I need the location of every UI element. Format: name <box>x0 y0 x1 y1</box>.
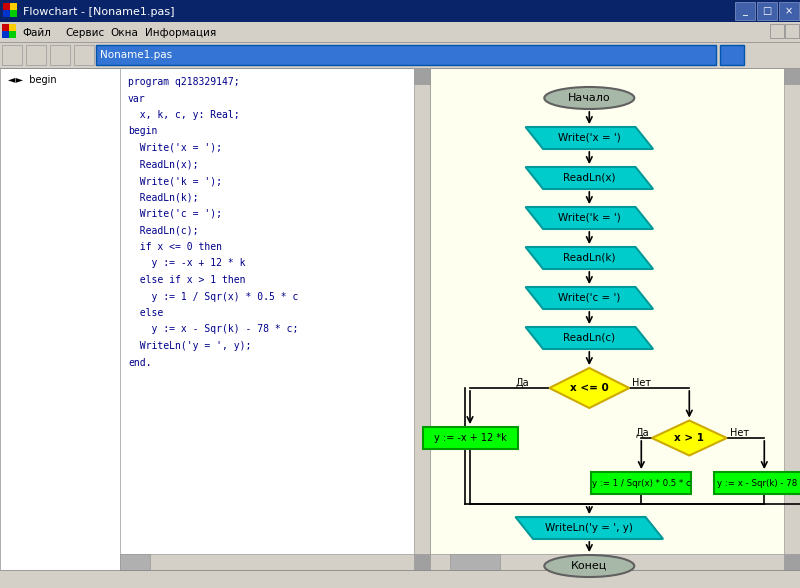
Bar <box>720 45 744 65</box>
Text: if x <= 0 then: if x <= 0 then <box>128 242 222 252</box>
Bar <box>770 24 784 38</box>
Text: Нет: Нет <box>632 378 651 388</box>
Bar <box>2 45 22 65</box>
Text: x, k, c, y: Real;: x, k, c, y: Real; <box>128 110 240 120</box>
Bar <box>784 68 800 84</box>
Polygon shape <box>526 167 653 189</box>
Text: y := x - Sqr(k) - 78 * c: y := x - Sqr(k) - 78 * c <box>717 479 800 487</box>
Text: Конец: Конец <box>571 561 607 571</box>
Text: begin: begin <box>128 126 158 136</box>
Bar <box>784 554 800 570</box>
Polygon shape <box>526 127 653 149</box>
Bar <box>785 24 799 38</box>
Bar <box>779 2 799 20</box>
Text: Нет: Нет <box>730 428 749 438</box>
Text: Write('c = '): Write('c = ') <box>558 293 621 303</box>
Bar <box>96 45 716 65</box>
Text: ReadLn(c): ReadLn(c) <box>563 333 615 343</box>
Text: var: var <box>128 93 146 103</box>
Polygon shape <box>550 368 630 408</box>
Text: ReadLn(x);: ReadLn(x); <box>128 159 198 169</box>
Bar <box>0 42 800 68</box>
Bar <box>414 554 430 570</box>
Bar <box>50 45 70 65</box>
Bar <box>414 68 430 84</box>
Text: Файл: Файл <box>22 28 51 38</box>
Text: □: □ <box>762 6 772 16</box>
Bar <box>0 570 800 588</box>
Text: Окна: Окна <box>110 28 138 38</box>
Bar <box>10 3 17 10</box>
Text: Noname1.pas: Noname1.pas <box>100 50 172 60</box>
Polygon shape <box>526 207 653 229</box>
Bar <box>2 31 9 38</box>
Bar <box>0 0 800 22</box>
Bar <box>2 24 9 31</box>
Text: else: else <box>128 308 163 318</box>
Bar <box>735 2 755 20</box>
Text: Да: Да <box>516 378 530 388</box>
Bar <box>3 3 10 10</box>
Text: ReadLn(k): ReadLn(k) <box>563 253 615 263</box>
Text: Write('k = '): Write('k = ') <box>558 213 621 223</box>
Polygon shape <box>526 327 653 349</box>
Text: y := -x + 12 * k: y := -x + 12 * k <box>128 259 246 269</box>
Text: WriteLn('y = ', y): WriteLn('y = ', y) <box>546 523 634 533</box>
Bar <box>714 472 800 494</box>
Text: Да: Да <box>635 428 649 438</box>
Polygon shape <box>515 517 663 539</box>
Text: ReadLn(k);: ReadLn(k); <box>128 192 198 202</box>
Ellipse shape <box>544 87 634 109</box>
Text: x <= 0: x <= 0 <box>570 383 609 393</box>
Text: ReadLn(x): ReadLn(x) <box>563 173 615 183</box>
Bar <box>430 68 800 570</box>
Bar <box>120 68 430 570</box>
Bar <box>430 554 784 570</box>
Text: _: _ <box>742 6 747 16</box>
Text: Flowchart - [Noname1.pas]: Flowchart - [Noname1.pas] <box>23 7 174 17</box>
Polygon shape <box>526 247 653 269</box>
Bar <box>9 31 16 38</box>
Text: Информация: Информация <box>145 28 216 38</box>
Bar <box>591 472 691 494</box>
Text: ReadLn(c);: ReadLn(c); <box>128 226 198 236</box>
Bar <box>0 68 120 570</box>
Bar <box>120 554 150 570</box>
Text: Сервис: Сервис <box>65 28 104 38</box>
Bar <box>0 22 800 42</box>
Text: program q218329147;: program q218329147; <box>128 77 240 87</box>
Text: Write('k = ');: Write('k = '); <box>128 176 222 186</box>
Text: y := 1 / Sqr(x) * 0.5 * c: y := 1 / Sqr(x) * 0.5 * c <box>592 479 690 487</box>
Text: WriteLn('y = ', y);: WriteLn('y = ', y); <box>128 341 251 351</box>
Bar <box>3 10 10 17</box>
Bar <box>74 45 94 65</box>
Bar <box>414 68 430 570</box>
Text: Write('x = '): Write('x = ') <box>558 133 621 143</box>
Text: else if x > 1 then: else if x > 1 then <box>128 275 246 285</box>
Bar <box>26 45 46 65</box>
Text: Write('x = ');: Write('x = '); <box>128 143 222 153</box>
Bar <box>784 68 800 570</box>
Text: end.: end. <box>128 358 151 368</box>
Bar <box>757 2 777 20</box>
Text: Write('c = ');: Write('c = '); <box>128 209 222 219</box>
Text: y := -x + 12 *k: y := -x + 12 *k <box>434 433 506 443</box>
Text: ◄►  begin: ◄► begin <box>8 75 57 85</box>
Text: y := x - Sqr(k) - 78 * c;: y := x - Sqr(k) - 78 * c; <box>128 325 298 335</box>
Polygon shape <box>526 287 653 309</box>
Text: ×: × <box>785 6 793 16</box>
Polygon shape <box>652 420 726 456</box>
Text: Начало: Начало <box>568 93 610 103</box>
Bar <box>10 10 17 17</box>
Bar <box>450 554 500 570</box>
Ellipse shape <box>544 555 634 577</box>
Bar <box>120 554 414 570</box>
Bar <box>9 24 16 31</box>
Bar <box>422 427 518 449</box>
Text: y := 1 / Sqr(x) * 0.5 * c: y := 1 / Sqr(x) * 0.5 * c <box>128 292 298 302</box>
Text: x > 1: x > 1 <box>674 433 704 443</box>
